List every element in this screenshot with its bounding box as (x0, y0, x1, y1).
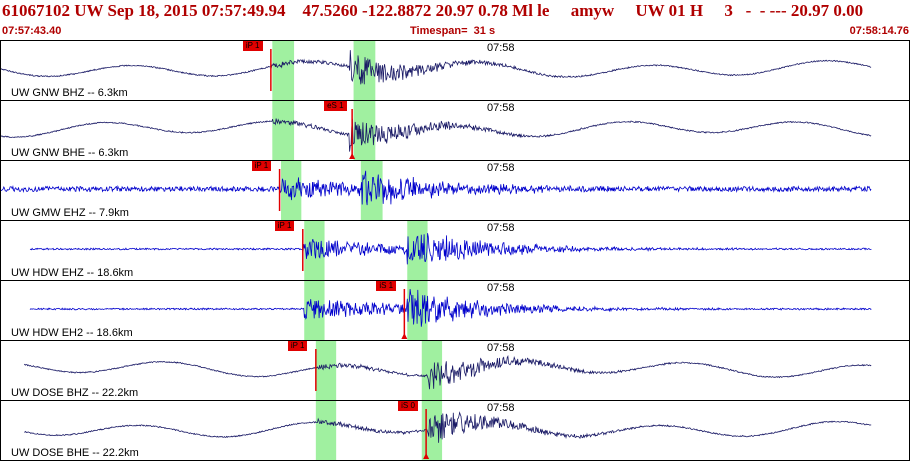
trace-panel[interactable]: iP 1 07:58 UW GNW BHZ -- 6.3km (0, 40, 910, 101)
seismogram-trace (29, 233, 872, 265)
seismogram-trace (29, 289, 872, 327)
waveform-plot (23, 341, 872, 400)
seismogram-trace (24, 411, 872, 443)
phase-window (315, 401, 337, 460)
seismogram-trace (23, 355, 872, 390)
trace-panel[interactable]: iP 1 07:58 UW HDW EHZ -- 18.6km (0, 220, 910, 281)
trace-panel[interactable]: iS 0 07:58 UW DOSE BHE -- 22.2km (0, 400, 910, 461)
seismogram-trace (1, 50, 872, 85)
pick-triangle (349, 153, 356, 159)
pick-flag[interactable]: iP 1 (242, 41, 263, 51)
trace-panel[interactable]: iP 1 07:58 UW DOSE BHZ -- 22.2km (0, 340, 910, 401)
pick-flag[interactable]: iP 1 (274, 221, 295, 231)
waveform-plot (29, 281, 872, 340)
time-mark-label: 07:58 (487, 282, 515, 294)
pick-triangle (423, 453, 430, 459)
pick-flag[interactable]: iS 1 (376, 281, 397, 291)
phase-window (315, 341, 337, 400)
time-mark-label: 07:58 (487, 222, 515, 234)
channel-label: UW HDW EH2 -- 18.6km (11, 327, 133, 339)
phase-window (272, 101, 295, 160)
end-time-label: 07:58:14.76 (849, 25, 909, 37)
channel-label: UW GMW EHZ -- 7.9km (11, 207, 129, 219)
channel-label: UW GNW BHZ -- 6.3km (11, 87, 128, 99)
timespan-label: Timespan= 31 s (410, 25, 496, 37)
seismogram-trace (1, 170, 872, 206)
event-header: 61067102 UW Sep 18, 2015 07:57:49.94 47.… (0, 0, 911, 40)
start-time-label: 07:57:43.40 (2, 25, 62, 37)
phase-window (272, 41, 295, 100)
trace-panel[interactable]: iS 1 07:58 UW HDW EH2 -- 18.6km (0, 280, 910, 341)
time-mark-label: 07:58 (487, 342, 515, 354)
waveform-plot (1, 161, 872, 220)
time-mark-label: 07:58 (487, 102, 515, 114)
channel-label: UW DOSE BHE -- 22.2km (11, 447, 139, 459)
waveform-plot (24, 401, 872, 460)
phase-window (407, 221, 428, 280)
pick-triangle (401, 333, 408, 339)
channel-label: UW HDW EHZ -- 18.6km (11, 267, 134, 279)
channel-label: UW GNW BHE -- 6.3km (11, 147, 129, 159)
pick-flag[interactable]: iP 1 (251, 161, 272, 171)
event-summary-title: 61067102 UW Sep 18, 2015 07:57:49.94 47.… (2, 1, 864, 20)
time-mark-label: 07:58 (487, 162, 515, 174)
trace-panel[interactable]: eS 1 07:58 UW GNW BHE -- 6.3km (0, 100, 910, 161)
time-mark-label: 07:58 (487, 42, 515, 54)
waveform-plot (1, 41, 872, 100)
trace-panel[interactable]: iP 1 07:58 UW GMW EHZ -- 7.9km (0, 160, 910, 221)
pick-flag[interactable]: eS 1 (324, 101, 347, 111)
pick-flag[interactable]: iP 1 (287, 341, 308, 351)
time-mark-label: 07:58 (487, 402, 515, 414)
channel-label: UW DOSE BHZ -- 22.2km (11, 387, 139, 399)
pick-flag[interactable]: iS 0 (398, 401, 418, 411)
waveform-plot (29, 221, 872, 280)
waveform-plot (1, 101, 872, 160)
phase-window (353, 101, 376, 160)
seismogram-trace (1, 118, 872, 152)
waveform-panels: iP 1 07:58 UW GNW BHZ -- 6.3km eS 1 07:58 UW … (0, 40, 911, 461)
